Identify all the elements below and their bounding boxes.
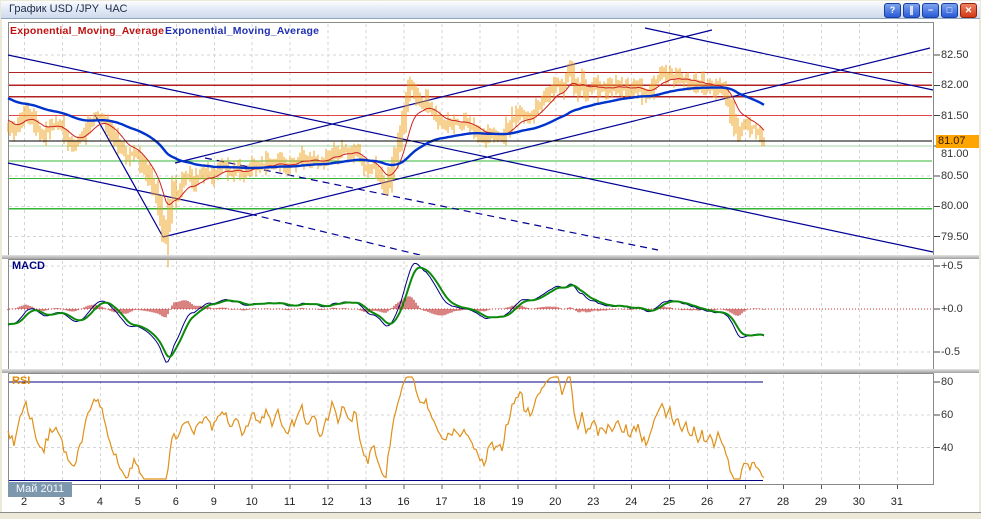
rsi-tick-label: 40 [941, 441, 954, 454]
day-label: 25 [663, 496, 676, 508]
day-label: 19 [511, 496, 524, 508]
rsi-tick-label: 80 [941, 376, 954, 388]
day-label: 9 [210, 496, 217, 508]
day-label: 11 [283, 496, 296, 508]
macd-tick-label: +0.5 [941, 260, 963, 272]
day-label: 12 [321, 496, 334, 508]
price-tick-label: 81.00 [941, 147, 969, 160]
day-label: 6 [172, 496, 179, 508]
title-bar: График USD /JPY ЧАС ? ∥ − □ ✕ [1, 1, 980, 19]
window-bottom-edge [0, 512, 981, 519]
day-label: 17 [435, 496, 448, 508]
day-label: 16 [397, 496, 410, 508]
pause-button[interactable]: ∥ [903, 3, 920, 18]
rsi-panel-label: RSI [12, 375, 31, 387]
panel-splitter[interactable] [2, 255, 979, 259]
day-label: 27 [738, 496, 752, 508]
day-label: 28 [776, 496, 790, 508]
day-label: 10 [245, 496, 258, 508]
minimize-icon: − [927, 5, 934, 15]
help-icon: ? [889, 5, 896, 15]
day-label: 2 [20, 496, 28, 508]
window-controls: ? ∥ − □ ✕ [884, 3, 977, 18]
price-tick-label: 81.50 [941, 109, 969, 122]
day-label: 18 [473, 496, 486, 508]
close-button[interactable]: ✕ [960, 3, 977, 18]
price-tick-label: 80.00 [941, 200, 969, 213]
price-tick-label: 82.00 [941, 79, 969, 92]
pause-icon: ∥ [909, 5, 914, 15]
macd-tick-label: -0.5 [941, 346, 960, 358]
close-icon: ✕ [964, 5, 973, 15]
day-label: 30 [852, 496, 866, 508]
legend-ema-fast: Exponential_Moving_Average [10, 25, 165, 37]
price-tick-label: 79.50 [941, 230, 969, 243]
macd-panel-label: MACD [12, 260, 45, 272]
month-badge: Май 2011 [8, 482, 72, 497]
day-label: 24 [625, 496, 638, 508]
macd-tick-label: +0.0 [941, 303, 963, 315]
day-label: 23 [587, 496, 600, 508]
legend-ema-slow: Exponential_Moving_Average [165, 25, 320, 37]
minimize-button[interactable]: − [922, 3, 939, 18]
day-label: 4 [96, 496, 103, 508]
current-price-tag: 81.07 [936, 134, 979, 148]
day-label: 29 [814, 496, 828, 508]
maximize-button[interactable]: □ [941, 3, 958, 18]
price-tick-label: 80.50 [941, 170, 969, 183]
help-button[interactable]: ? [884, 3, 901, 18]
day-label: 13 [359, 496, 372, 508]
price-tick-label: 82.50 [941, 49, 969, 61]
day-label: 5 [134, 496, 141, 508]
maximize-icon: □ [946, 5, 953, 15]
rsi-tick-label: 60 [941, 408, 954, 421]
day-label: 3 [58, 496, 65, 508]
window-title: График USD /JPY ЧАС [9, 3, 128, 15]
day-label: 31 [890, 496, 903, 508]
day-label: 26 [700, 496, 714, 508]
panel-splitter[interactable] [2, 369, 979, 373]
day-label: 20 [549, 496, 562, 508]
